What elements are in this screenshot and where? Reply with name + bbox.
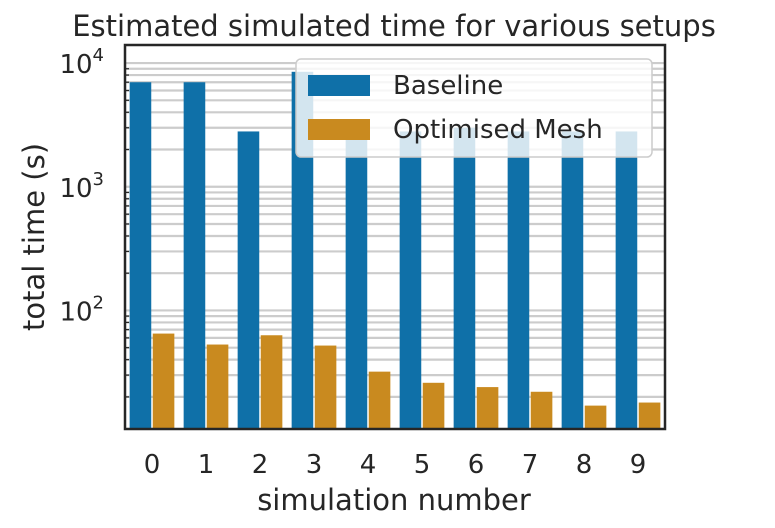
y-tick-labels: 102 103 104: [59, 45, 104, 327]
x-tick-label: 1: [198, 450, 215, 480]
bar-baseline-4: [345, 119, 368, 430]
y-axis-label: total time (s): [17, 143, 51, 331]
x-tick-label: 3: [306, 450, 323, 480]
bar-optimised-mesh-6: [476, 387, 499, 429]
bar-baseline-9: [615, 131, 638, 429]
bar-optimised-mesh-7: [530, 391, 553, 429]
x-tick-label: 2: [252, 450, 269, 480]
bar-baseline-8: [561, 131, 584, 429]
bars: [129, 71, 661, 430]
bar-optimised-mesh-1: [206, 344, 229, 429]
x-tick-label: 9: [630, 450, 647, 480]
x-axis-label: simulation number: [257, 483, 531, 517]
bar-baseline-5: [399, 131, 422, 429]
legend: Baseline Optimised Mesh: [295, 58, 653, 158]
bar-optimised-mesh-2: [260, 335, 283, 429]
bar-optimised-mesh-5: [422, 382, 445, 429]
bar-baseline-2: [237, 131, 260, 429]
plot-frame: [123, 43, 667, 431]
x-tick-label: 4: [360, 450, 377, 480]
chart-title: Estimated simulated time for various set…: [72, 9, 716, 43]
x-tick-labels: 0 1 2 3 4 5 6 7 8 9: [144, 450, 647, 480]
legend-swatch-optimised-mesh: [308, 119, 370, 140]
bar-baseline-3: [291, 71, 314, 429]
bar-optimised-mesh-9: [638, 402, 661, 429]
bar-optimised-mesh-3: [314, 345, 337, 429]
bar-optimised-mesh-4: [368, 371, 391, 429]
bar-optimised-mesh-0: [152, 333, 175, 429]
x-tick-label: 7: [522, 450, 539, 480]
x-tick-label: 5: [414, 450, 431, 480]
bar-baseline-7: [507, 131, 530, 429]
legend-box: [295, 58, 653, 158]
bar-baseline-0: [129, 82, 152, 430]
y-tick-label: 104: [59, 45, 104, 80]
legend-label-baseline: Baseline: [393, 71, 503, 101]
x-tick-label: 6: [468, 450, 485, 480]
y-tick-label: 102: [59, 292, 104, 327]
legend-label-optimised-mesh: Optimised Mesh: [393, 115, 603, 145]
bar-optimised-mesh-8: [584, 405, 607, 429]
bar-baseline-1: [183, 82, 206, 430]
x-tick-label: 0: [144, 450, 161, 480]
legend-swatch-baseline: [308, 75, 370, 96]
bar-baseline-6: [453, 127, 476, 429]
y-tick-label: 103: [59, 169, 104, 204]
x-tick-label: 8: [576, 450, 593, 480]
